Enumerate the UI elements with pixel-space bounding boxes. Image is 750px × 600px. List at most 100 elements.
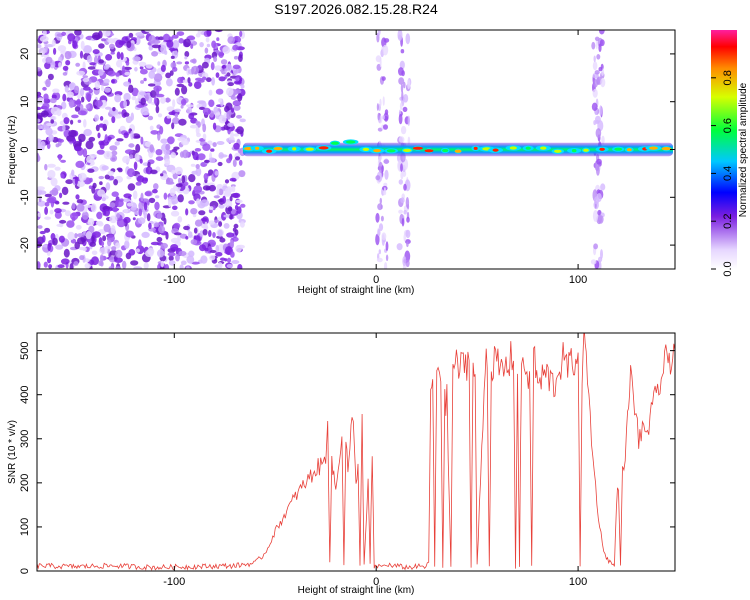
noise-speck [224,258,228,262]
noise-speck [60,173,65,179]
noise-speck [177,194,184,203]
noise-speck [77,237,86,245]
noise-speck [85,204,92,208]
noise-speck [87,66,96,70]
noise-speck [145,64,153,69]
spectrogram-xtick-label: 0 [373,274,379,286]
noise-speck [158,225,166,234]
noise-speck [132,190,138,200]
noise-speck [154,222,160,228]
stripe-speck [380,215,384,222]
stripe-speck [592,61,598,71]
noise-speck [77,119,82,124]
figure-title: S197.2026.082.15.28.R24 [274,1,438,17]
noise-speck [98,43,105,49]
noise-speck [193,81,202,89]
echo-core [412,146,423,150]
noise-speck [105,54,113,61]
stripe-speck [596,54,601,60]
noise-speck [215,72,220,78]
stripe-speck [594,70,600,75]
noise-speck [68,99,74,109]
noise-speck [150,90,157,98]
spectrogram-ytick-label: 20 [19,48,31,60]
noise-speck [147,83,156,87]
noise-speck [153,183,159,190]
noise-speck [235,199,243,204]
noise-speck [135,98,139,106]
noise-speck [216,187,220,196]
noise-speck [107,239,112,247]
noise-speck [232,44,239,51]
noise-speck [157,61,161,66]
noise-speck [160,44,167,54]
echo-core [273,147,283,151]
noise-speck [123,208,129,213]
noise-speck [232,227,237,233]
stripe-speck [594,36,600,41]
noise-speck [177,76,184,84]
stripe-speck [381,232,387,241]
noise-speck [205,186,210,191]
noise-speck [65,179,74,185]
noise-speck [204,47,209,54]
noise-speck [173,146,180,150]
noise-speck [134,152,140,161]
noise-speck [153,96,158,105]
noise-speck [86,155,95,164]
noise-speck [230,96,237,100]
noise-speck [226,232,235,238]
noise-speck [37,200,46,207]
noise-speck [140,97,146,106]
noise-speck [117,168,123,173]
noise-speck [166,39,174,48]
noise-speck [232,64,241,70]
noise-speck [181,175,186,184]
noise-speck [79,50,84,59]
noise-speck [80,87,85,97]
noise-speck [176,31,185,36]
noise-speck [123,99,127,108]
stripe-speck [385,254,389,262]
echo-core [626,148,632,152]
noise-speck [74,106,81,112]
noise-speck [53,47,57,55]
noise-speck [226,158,232,164]
noise-speck [95,124,100,132]
noise-speck [50,115,57,121]
noise-speck [91,256,99,266]
noise-speck [222,46,231,54]
stripe-speck [593,120,597,126]
noise-speck [197,153,206,161]
noise-speck [148,70,156,79]
noise-speck [167,198,172,208]
noise-speck [191,66,195,75]
noise-speck [215,88,224,95]
noise-speck [151,51,159,57]
noise-speck [196,132,201,138]
noise-speck [226,264,233,268]
stripe-speck [381,76,386,81]
noise-speck [226,139,236,143]
noise-speck [218,188,224,196]
noise-speck [68,83,74,89]
noise-speck [197,100,206,104]
noise-speck [237,264,243,269]
noise-speck [232,100,241,107]
noise-speck [58,154,62,161]
noise-speck [218,221,223,227]
stripe-speck [398,209,403,214]
noise-speck [108,266,114,269]
noise-speck [186,106,192,115]
noise-speck [182,149,189,159]
noise-speck [45,44,54,48]
noise-speck [74,30,82,36]
spectrogram-ytick-label: -20 [19,237,31,253]
noise-speck [218,98,223,103]
noise-speck [70,212,79,221]
stripe-speck [407,79,411,90]
stripe-speck [405,259,410,268]
noise-speck [134,67,138,72]
noise-speck [130,130,134,140]
snr-ytick-label: 300 [19,430,31,448]
